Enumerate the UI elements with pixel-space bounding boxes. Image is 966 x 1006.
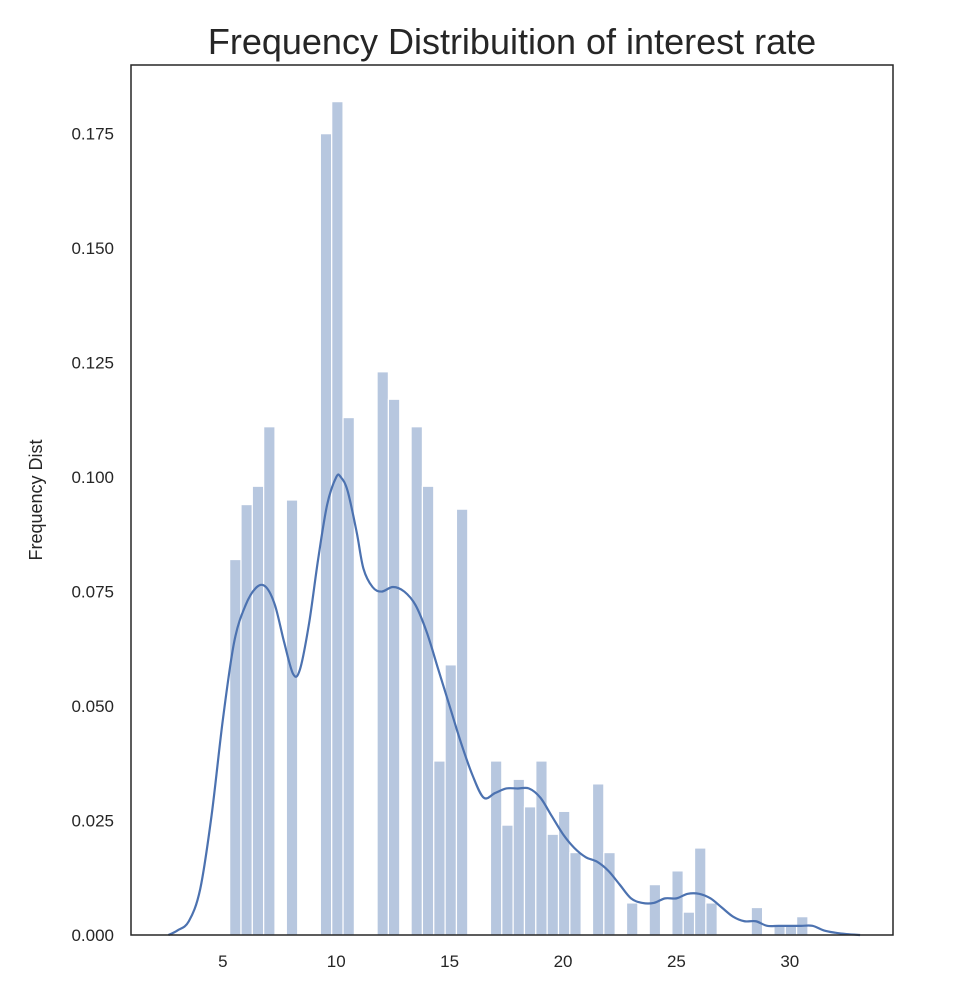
histogram-bar-3 bbox=[263, 426, 276, 936]
y-axis-ticks: 0.000 0.025 0.050 0.075 0.100 0.125 0.150 0.175 bbox=[71, 125, 114, 945]
histogram-bars bbox=[229, 101, 809, 936]
histogram-bar-20 bbox=[546, 833, 560, 936]
histogram-bar-28 bbox=[682, 911, 696, 936]
histogram-bar-9 bbox=[387, 398, 401, 936]
histogram-bar-6 bbox=[331, 101, 344, 936]
x-tick-label-0: 5 bbox=[218, 952, 227, 971]
y-tick-label-3: 0.075 bbox=[71, 583, 114, 602]
histogram-bar-30 bbox=[705, 902, 718, 936]
histogram-bar-27 bbox=[671, 870, 684, 936]
histogram-bar-12 bbox=[433, 760, 446, 936]
histogram-bar-10 bbox=[410, 426, 424, 936]
histogram-bar-32 bbox=[773, 925, 786, 936]
x-tick-label-5: 30 bbox=[780, 952, 799, 971]
y-tick-label-6: 0.150 bbox=[71, 239, 114, 258]
histogram-bar-17 bbox=[512, 778, 526, 936]
histogram-bar-16 bbox=[501, 824, 514, 936]
histogram-bar-13 bbox=[444, 664, 458, 936]
y-tick-label-1: 0.025 bbox=[71, 812, 114, 831]
histogram-bar-29 bbox=[693, 847, 707, 936]
kde-line bbox=[167, 473, 861, 937]
histogram-bar-2 bbox=[251, 485, 265, 936]
histogram-bar-14 bbox=[455, 508, 469, 936]
x-axis-ticks: 5 10 15 20 25 30 bbox=[218, 952, 799, 971]
histogram-bar-18 bbox=[523, 806, 537, 936]
histogram-bar-11 bbox=[421, 485, 435, 936]
y-tick-label-5: 0.125 bbox=[71, 354, 114, 373]
y-tick-label-4: 0.100 bbox=[71, 468, 114, 487]
histogram-bar-1 bbox=[240, 503, 253, 936]
histogram-bar-24 bbox=[603, 851, 616, 936]
x-tick-label-1: 10 bbox=[327, 952, 346, 971]
chart-title: Frequency Distribuition of interest rate bbox=[208, 21, 816, 62]
y-tick-label-2: 0.050 bbox=[71, 697, 114, 716]
x-tick-label-4: 25 bbox=[667, 952, 686, 971]
y-axis-label: Frequency Dist bbox=[26, 439, 46, 560]
histogram-bar-8 bbox=[376, 371, 389, 936]
x-tick-label-2: 15 bbox=[440, 952, 459, 971]
histogram-bar-22 bbox=[569, 851, 582, 936]
histogram-bar-26 bbox=[648, 884, 662, 936]
histogram-bar-0 bbox=[229, 558, 242, 936]
x-tick-label-3: 20 bbox=[554, 952, 573, 971]
histogram-bar-25 bbox=[625, 902, 639, 936]
histogram-bar-19 bbox=[535, 760, 548, 936]
plot-frame bbox=[130, 64, 894, 936]
histogram-bar-15 bbox=[489, 760, 503, 936]
histogram-bar-33 bbox=[784, 925, 798, 936]
y-tick-label-0: 0.000 bbox=[71, 926, 114, 945]
y-tick-label-7: 0.175 bbox=[71, 125, 114, 144]
histogram-bar-4 bbox=[285, 499, 299, 936]
